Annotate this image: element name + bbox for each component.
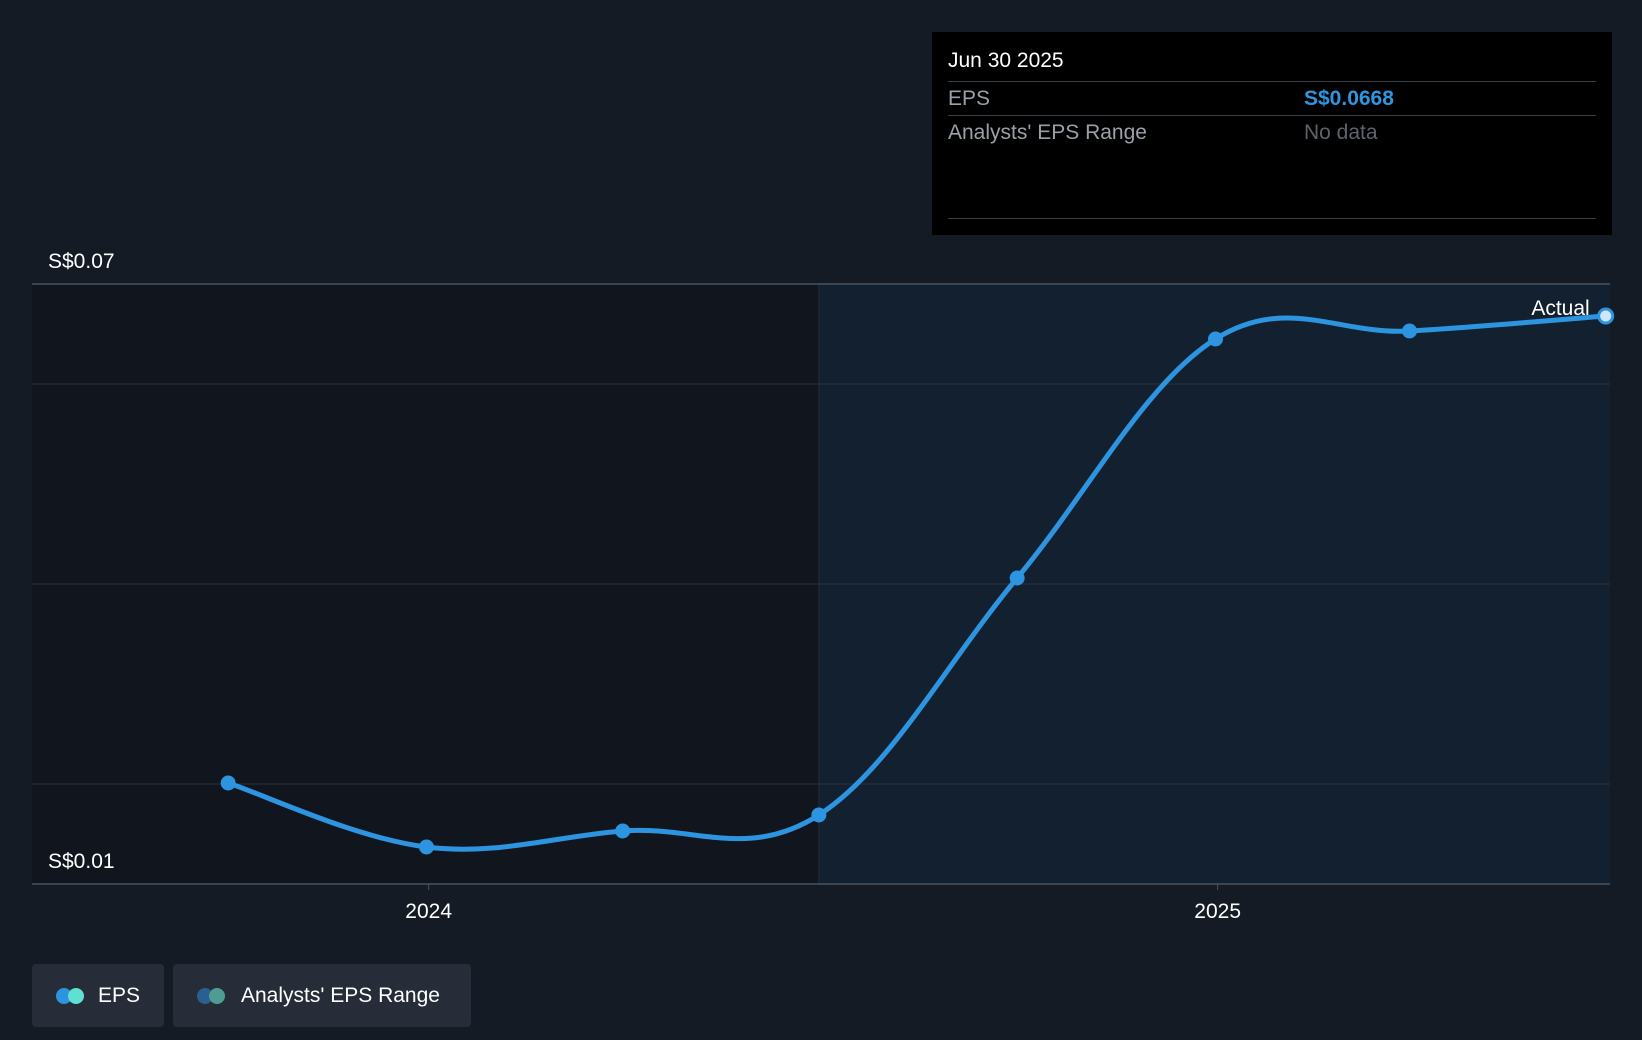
legend-range-label: Analysts' EPS Range (241, 983, 440, 1007)
tooltip-row-eps: EPS S$0.0668 (948, 81, 1596, 115)
y-tick-top: S$0.07 (48, 250, 115, 273)
eps-series-line (225, 313, 1609, 852)
legend-eps-label: EPS (97, 983, 140, 1007)
tooltip-eps-value: S$0.0668 (1304, 86, 1394, 110)
eps-point-1 (419, 839, 434, 855)
eps-point-2 (615, 823, 631, 839)
legend-item-eps[interactable]: EPS (32, 964, 164, 1027)
eps-point-5 (1208, 331, 1223, 347)
y-tick-bottom: S$0.01 (48, 850, 115, 873)
actual-label: Actual (1531, 297, 1589, 320)
eps-point-3 (811, 807, 827, 823)
legend-item-analysts-range[interactable]: Analysts' EPS Range (173, 964, 471, 1027)
x-tick-label-1: 2025 (1194, 900, 1241, 923)
legend-eps-dot-b (68, 987, 84, 1004)
tooltip-row-range: Analysts' EPS Range No data (948, 115, 1596, 149)
tooltip: Jun 30 2025 EPS S$0.0668 Analysts' EPS R… (932, 32, 1612, 235)
legend: EPS Analysts' EPS Range (32, 964, 471, 1027)
eps-point-6 (1402, 323, 1418, 339)
eps-point-7 (1597, 307, 1615, 325)
legend-eps-dots-icon (56, 987, 84, 1004)
eps-point-4 (1009, 570, 1025, 586)
x-tick-label-0: 2024 (405, 900, 452, 923)
tooltip-range-value: No data (1304, 120, 1378, 144)
tooltip-divider (948, 218, 1596, 219)
eps-point-0 (220, 775, 236, 791)
legend-range-dots-icon (197, 987, 227, 1004)
tooltip-range-label: Analysts' EPS Range (948, 120, 1147, 144)
legend-range-dot-b (209, 987, 225, 1004)
tooltip-date: Jun 30 2025 (948, 49, 1064, 72)
tooltip-eps-label: EPS (948, 86, 991, 110)
